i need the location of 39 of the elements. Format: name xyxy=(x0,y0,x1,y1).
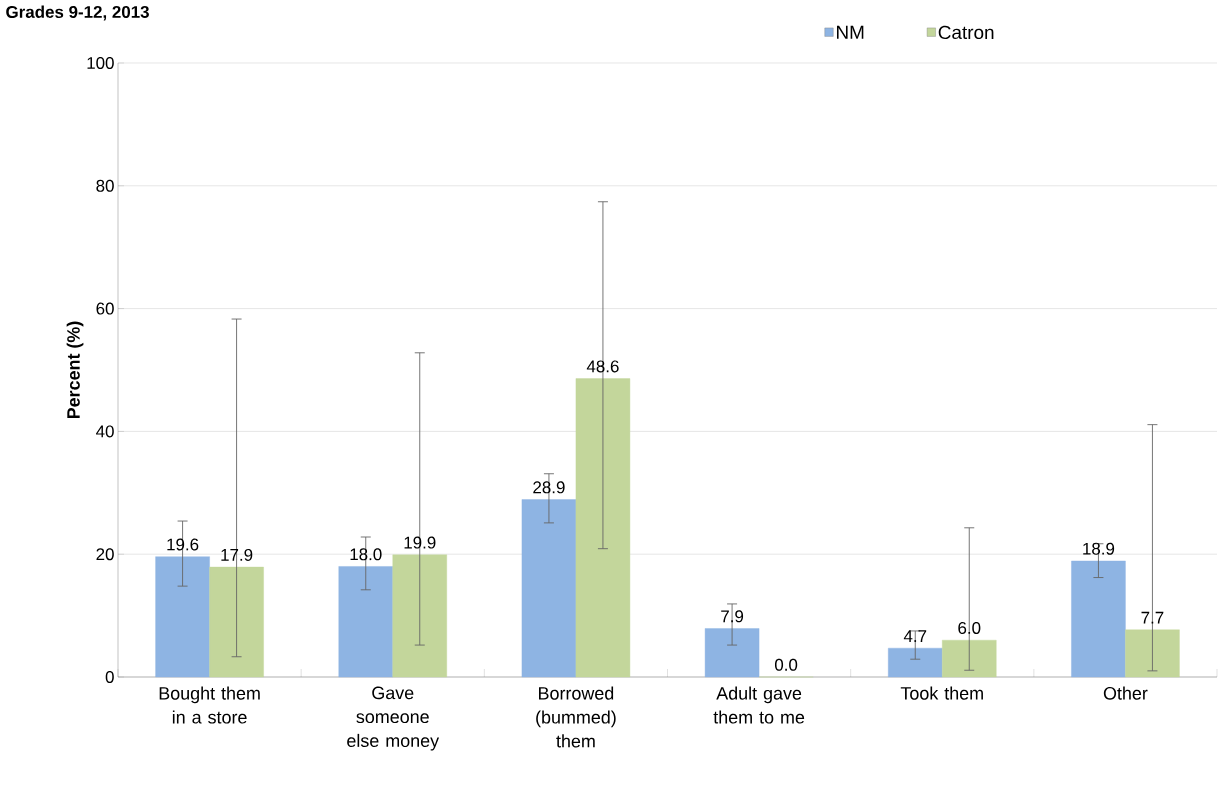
x-tick-label: Adult gave them to me xyxy=(713,686,805,724)
bar xyxy=(338,566,393,678)
data-label: 18.9 xyxy=(1083,542,1115,555)
data-label: 19.9 xyxy=(404,536,436,549)
chart-title: Grades 9-12, 2013 xyxy=(6,5,149,21)
data-label: 19.6 xyxy=(167,538,199,551)
bar xyxy=(521,499,577,678)
y-tick-label: 80 xyxy=(96,179,114,192)
data-label: 7.9 xyxy=(721,610,744,623)
bar xyxy=(575,378,631,678)
x-tick-label: Took them xyxy=(900,686,983,700)
legend-label: NM xyxy=(837,25,864,39)
y-axis-title: Percent (%) xyxy=(66,321,84,419)
data-label: 17.9 xyxy=(221,548,253,561)
x-tick-label: Borrowed (bummed) them xyxy=(536,686,616,748)
data-label: 6.0 xyxy=(958,621,981,634)
data-label: 0.0 xyxy=(774,658,798,671)
data-label: 18.0 xyxy=(350,548,382,561)
x-tick-label: Bought them in a store xyxy=(159,686,260,724)
bar xyxy=(155,556,210,678)
bar xyxy=(1071,560,1126,678)
bar xyxy=(209,566,264,678)
data-label: 48.6 xyxy=(586,360,619,373)
data-label: 28.9 xyxy=(533,481,565,494)
x-tick-label: Gave someone else money xyxy=(347,686,440,751)
y-tick-label: 0 xyxy=(105,671,114,683)
y-tick-label: 100 xyxy=(87,56,114,69)
y-tick-label: 20 xyxy=(96,548,114,561)
bar xyxy=(1125,629,1180,678)
x-tick-label: Other xyxy=(1103,686,1148,700)
bar xyxy=(704,628,760,678)
y-tick-label: 40 xyxy=(96,425,114,438)
legend-label: Catron xyxy=(938,25,994,40)
y-tick-label: 60 xyxy=(96,302,114,315)
bar xyxy=(888,647,943,678)
data-label: 7.7 xyxy=(1141,611,1164,624)
data-label: 4.7 xyxy=(903,630,927,642)
bar xyxy=(392,554,447,678)
bar xyxy=(942,639,997,678)
